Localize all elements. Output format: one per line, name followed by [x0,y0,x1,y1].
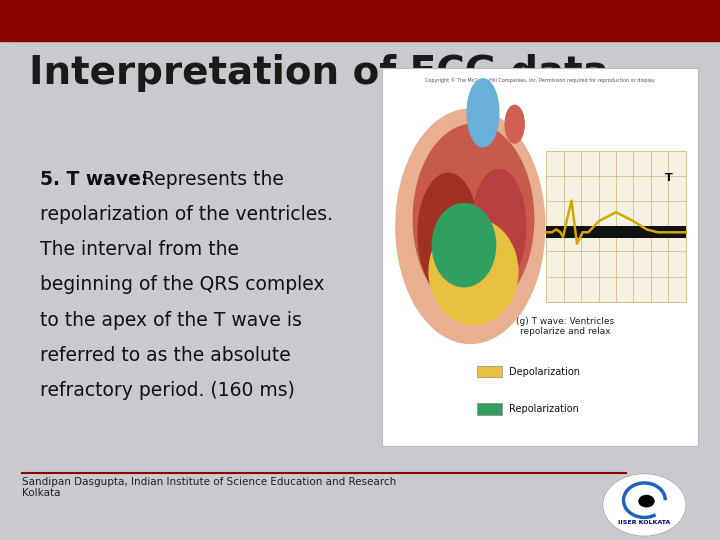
Text: (g) T wave: Ventricles
repolarize and relax: (g) T wave: Ventricles repolarize and re… [516,317,614,336]
Bar [382,68,698,446]
Bar [546,226,685,238]
Text: repolarization of the ventricles.: repolarization of the ventricles. [40,205,333,224]
Ellipse shape [418,173,478,294]
Bar [546,151,685,302]
Text: beginning of the QRS complex: beginning of the QRS complex [40,275,324,294]
Text: T: T [665,173,673,183]
Ellipse shape [505,105,524,143]
Text: Represents the: Represents the [130,170,284,189]
Ellipse shape [467,79,499,147]
Text: Repolarization: Repolarization [509,404,579,414]
Text: referred to as the absolute: referred to as the absolute [40,346,290,365]
Ellipse shape [432,204,495,287]
Ellipse shape [429,219,518,325]
Bar [477,366,502,377]
Circle shape [603,474,686,536]
Text: IISER KOLKATA: IISER KOLKATA [618,519,670,525]
Text: The interval from the: The interval from the [40,240,238,259]
Bar [0,0,720,40]
Text: Sandipan Dasgupta, Indian Institute of Science Education and Research
Kolkata: Sandipan Dasgupta, Indian Institute of S… [22,477,396,498]
Ellipse shape [413,124,534,313]
Text: refractory period. (160 ms): refractory period. (160 ms) [40,381,294,400]
Text: Copyright © The McGraw-Hill Companies, Inc. Permission required for reproduction: Copyright © The McGraw-Hill Companies, I… [425,77,655,83]
Text: Interpretation of ECG data: Interpretation of ECG data [29,54,608,92]
Text: Depolarization: Depolarization [509,367,580,376]
Circle shape [639,496,654,507]
Text: 5. T wave:: 5. T wave: [40,170,148,189]
Ellipse shape [472,170,526,283]
Ellipse shape [396,109,545,343]
Bar [477,403,502,415]
Text: to the apex of the T wave is: to the apex of the T wave is [40,310,302,329]
